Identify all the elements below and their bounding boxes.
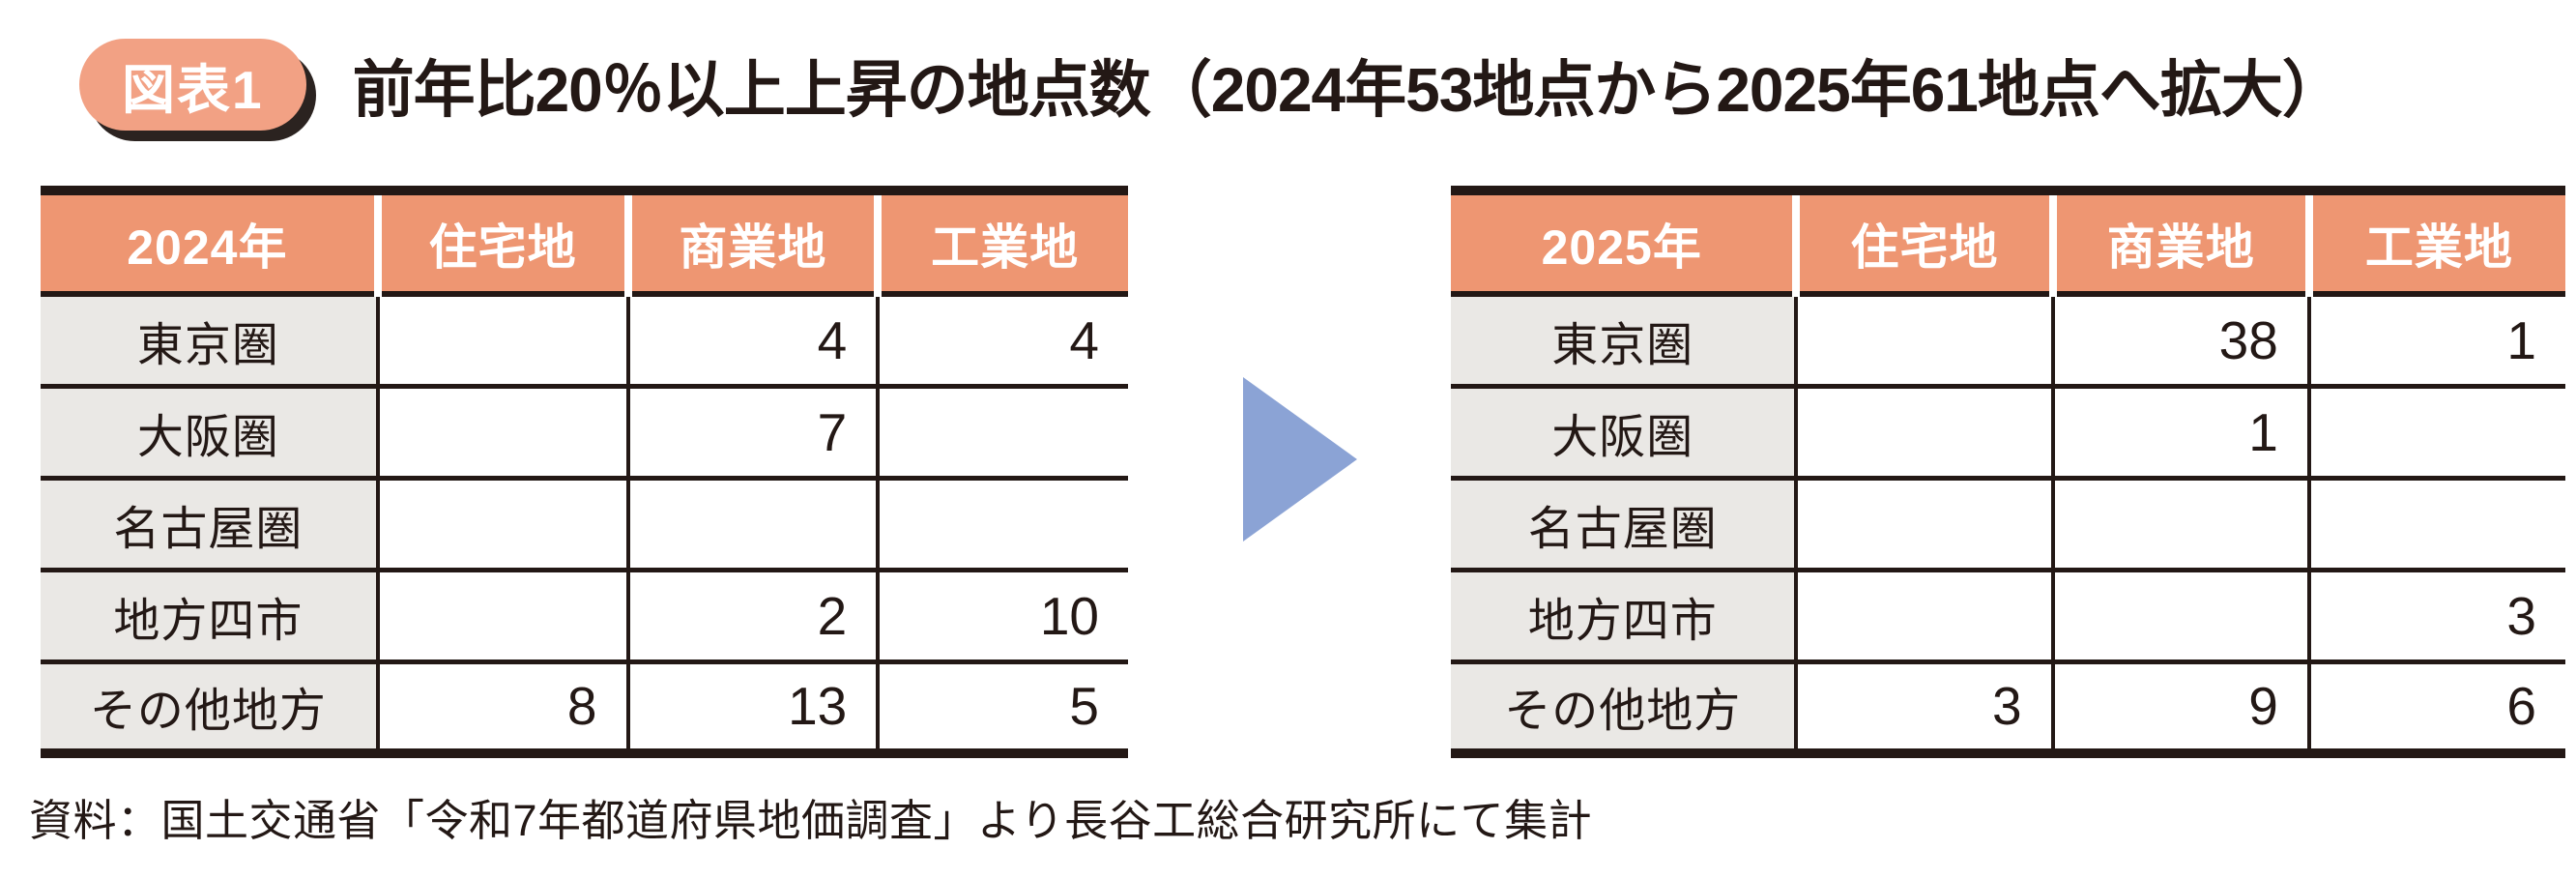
figure-title: 前年比20％以上上昇の地点数（2024年53地点から2025年61地点へ拡大）: [352, 54, 2344, 125]
table-row: 地方四市 2 10: [41, 570, 1128, 661]
table-row: 東京圏 4 4: [41, 294, 1128, 386]
row-label-osaka: 大阪圏: [1451, 386, 1797, 478]
table-row: 地方四市 3: [1451, 570, 2565, 661]
value-cell: [1794, 478, 2053, 570]
value-cell: 6: [2306, 661, 2565, 753]
column-header-commercial: 商業地: [623, 190, 879, 297]
value-cell: [1794, 386, 2053, 478]
row-label-other-regions: その他地方: [41, 661, 378, 753]
column-header-commercial: 商業地: [2048, 190, 2309, 297]
value-cell: 7: [625, 386, 879, 478]
table-row: 名古屋圏: [1451, 478, 2565, 570]
table-row: その他地方 3 9 6: [1451, 661, 2565, 753]
column-header-year-2025: 2025年: [1451, 190, 1797, 297]
value-cell: 1: [2050, 386, 2309, 478]
arrow-right-icon: [1243, 377, 1357, 542]
row-label-osaka: 大阪圏: [41, 386, 378, 478]
table-2024: 2024年 住宅地 商業地 工業地 東京圏 4 4 大阪圏 7 名古屋圏: [41, 186, 1128, 758]
value-cell: 5: [876, 661, 1128, 753]
value-cell: 4: [625, 294, 879, 386]
value-cell: [2050, 570, 2309, 661]
value-cell: [375, 478, 628, 570]
table-2024-header-row: 2024年 住宅地 商業地 工業地: [41, 190, 1128, 297]
value-cell: [876, 478, 1128, 570]
value-cell: 10: [876, 570, 1128, 661]
table-row: 名古屋圏: [41, 478, 1128, 570]
value-cell: [375, 294, 628, 386]
value-cell: 3: [2306, 570, 2565, 661]
value-cell: 4: [876, 294, 1128, 386]
value-cell: 2: [625, 570, 879, 661]
table-row: 大阪圏 1: [1451, 386, 2565, 478]
value-cell: [2306, 478, 2565, 570]
column-header-residential: 住宅地: [373, 190, 628, 297]
value-cell: 1: [2306, 294, 2565, 386]
value-cell: 3: [1794, 661, 2053, 753]
column-header-year-2024: 2024年: [41, 190, 378, 297]
table-2025: 2025年 住宅地 商業地 工業地 東京圏 38 1 大阪圏 1 名古屋圏: [1451, 186, 2565, 758]
table-2025-header-row: 2025年 住宅地 商業地 工業地: [1451, 190, 2565, 297]
figure-number-badge: 図表1: [79, 39, 306, 131]
value-cell: [1794, 570, 2053, 661]
value-cell: [375, 570, 628, 661]
table-row: その他地方 8 13 5: [41, 661, 1128, 753]
value-cell: [625, 478, 879, 570]
value-cell: 13: [625, 661, 879, 753]
table-row: 大阪圏 7: [41, 386, 1128, 478]
row-label-tokyo: 東京圏: [1451, 294, 1797, 386]
column-header-residential: 住宅地: [1792, 190, 2053, 297]
table-row: 東京圏 38 1: [1451, 294, 2565, 386]
row-label-nagoya: 名古屋圏: [41, 478, 378, 570]
row-label-regional-four: 地方四市: [41, 570, 378, 661]
value-cell: [375, 386, 628, 478]
figure-header: 図表1 前年比20％以上上昇の地点数（2024年53地点から2025年61地点へ…: [79, 39, 2344, 131]
value-cell: [2050, 478, 2309, 570]
row-label-nagoya: 名古屋圏: [1451, 478, 1797, 570]
value-cell: 8: [375, 661, 628, 753]
source-note: 資料：国土交通省「令和7年都道府県地価調査」より長谷工総合研究所にて集計: [29, 796, 1593, 845]
value-cell: [2306, 386, 2565, 478]
row-label-regional-four: 地方四市: [1451, 570, 1797, 661]
value-cell: 38: [2050, 294, 2309, 386]
column-header-industrial: 工業地: [874, 190, 1128, 297]
row-label-tokyo: 東京圏: [41, 294, 378, 386]
value-cell: [876, 386, 1128, 478]
column-header-industrial: 工業地: [2304, 190, 2565, 297]
value-cell: [1794, 294, 2053, 386]
row-label-other-regions: その他地方: [1451, 661, 1797, 753]
value-cell: 9: [2050, 661, 2309, 753]
